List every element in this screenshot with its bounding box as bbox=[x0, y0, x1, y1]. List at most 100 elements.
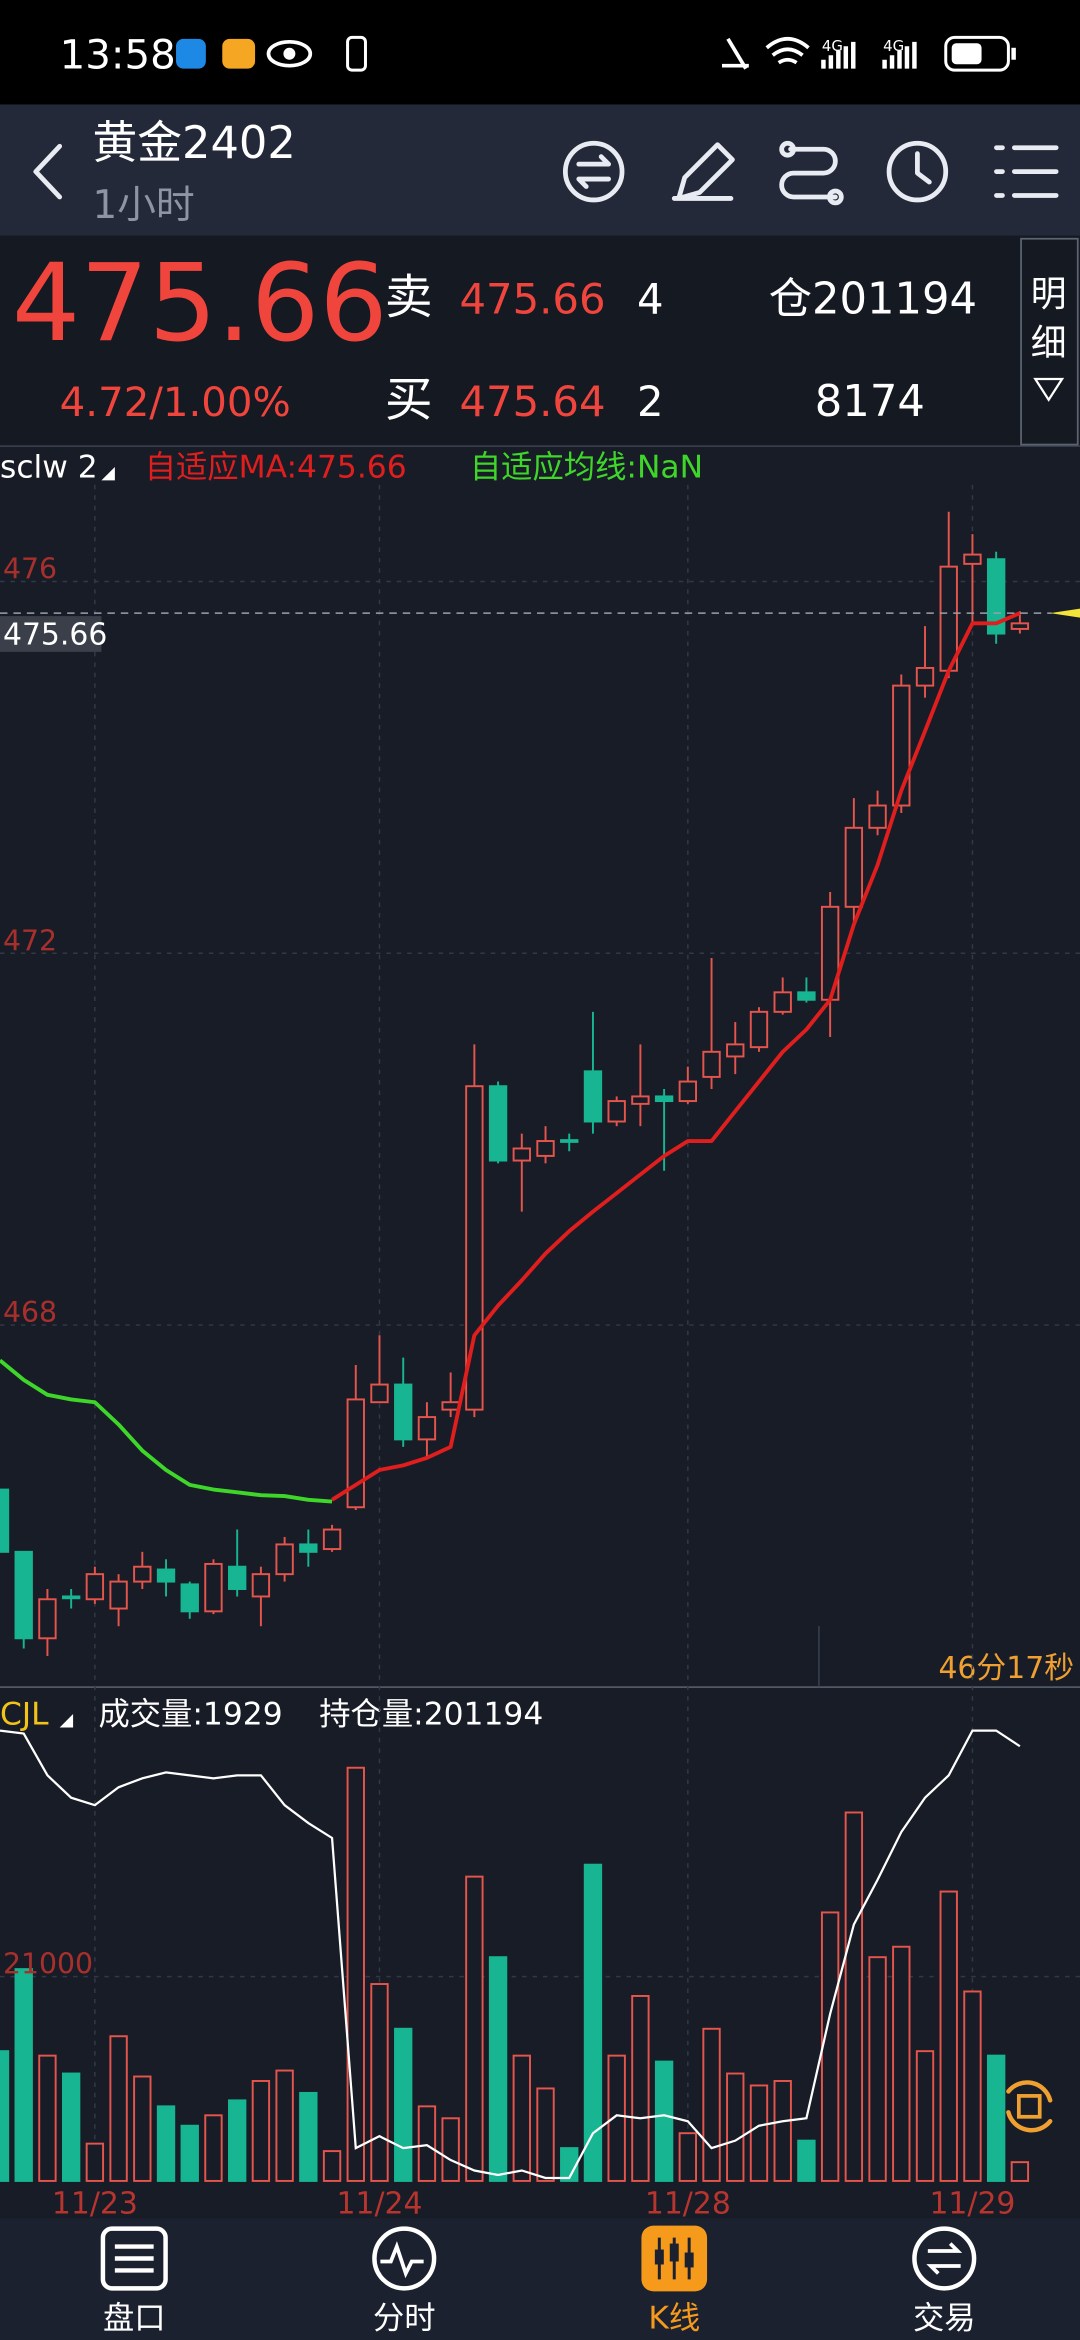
candle-body bbox=[370, 1383, 389, 1404]
back-button[interactable] bbox=[33, 143, 63, 200]
volume-bar bbox=[38, 2054, 57, 2182]
y-tick-label: 476 bbox=[3, 553, 57, 586]
candle-body bbox=[868, 804, 887, 829]
volume-bar bbox=[441, 2117, 460, 2182]
candle-body bbox=[583, 1070, 603, 1123]
candle-body bbox=[1010, 622, 1030, 630]
detail-button[interactable]: 明 细 bbox=[1020, 237, 1079, 446]
current-price-marker bbox=[1050, 608, 1080, 618]
candle-body bbox=[133, 1565, 152, 1583]
volume-bar bbox=[133, 2075, 152, 2182]
volume-bar bbox=[394, 2027, 413, 2182]
volume-bar bbox=[109, 2035, 128, 2182]
volume-bar bbox=[204, 2114, 223, 2182]
dropdown-arrow[interactable] bbox=[101, 466, 115, 481]
nav-label[interactable]: 盘口 bbox=[103, 2301, 166, 2337]
candle-body bbox=[322, 1528, 342, 1551]
nav-label[interactable]: K线 bbox=[648, 2301, 700, 2337]
sell-price: 475.66 bbox=[459, 274, 605, 323]
candle-body bbox=[844, 826, 864, 908]
volume-bar bbox=[512, 2054, 531, 2182]
price-change: 4.72/1.00% bbox=[60, 380, 291, 426]
status-icons: 4G 4G bbox=[176, 35, 1016, 72]
candle-body bbox=[180, 1583, 199, 1613]
ma-line bbox=[331, 611, 1021, 1502]
volume-bar bbox=[868, 1956, 887, 2182]
volume-bar bbox=[0, 2050, 10, 2182]
candle-body bbox=[654, 1095, 674, 1103]
volume-bar bbox=[488, 1956, 508, 2182]
nav-icon[interactable] bbox=[641, 2225, 708, 2292]
volume-bar bbox=[939, 1890, 958, 2182]
volume-bar bbox=[417, 2105, 437, 2182]
line-icon[interactable] bbox=[779, 140, 844, 206]
candle-body bbox=[488, 1085, 508, 1162]
nav-icon[interactable] bbox=[372, 2226, 437, 2291]
volume-bar bbox=[370, 1983, 389, 2182]
bottom-nav bbox=[0, 2218, 1080, 2340]
indicator-name: CJL bbox=[0, 1696, 49, 1732]
current-price-tag bbox=[0, 616, 102, 652]
countdown: 46分17秒 bbox=[938, 1651, 1074, 1686]
nav-icon[interactable] bbox=[912, 2226, 977, 2291]
legend-entry: 自适应均线:NaN bbox=[470, 449, 703, 485]
volume-bar bbox=[844, 1811, 864, 2182]
volume-bar bbox=[61, 2072, 81, 2182]
x-tick-label: 11/24 bbox=[337, 2187, 423, 2222]
draw-icon[interactable] bbox=[671, 142, 735, 201]
switch-icon[interactable] bbox=[562, 140, 625, 203]
rotate-button[interactable] bbox=[1006, 2080, 1053, 2133]
nav-label[interactable]: 分时 bbox=[373, 2301, 436, 2337]
chart-area bbox=[0, 446, 1080, 2219]
candle-body bbox=[749, 1010, 769, 1049]
candle-body bbox=[299, 1543, 318, 1553]
candle-body bbox=[536, 1140, 555, 1157]
indicator-name: sclw 2 bbox=[0, 449, 98, 485]
candle-body bbox=[251, 1573, 271, 1598]
volume-bar bbox=[536, 2087, 555, 2182]
open-interest: 仓201194 bbox=[769, 274, 977, 324]
svg-text:4G: 4G bbox=[822, 37, 843, 55]
open-interest-line bbox=[0, 1729, 1021, 2180]
candle-body bbox=[441, 1401, 460, 1411]
quote-panel bbox=[0, 235, 1080, 447]
candle-body bbox=[275, 1543, 294, 1576]
last-price: 475.66 bbox=[12, 241, 388, 366]
volume-bar bbox=[820, 1911, 840, 2182]
candle-body bbox=[607, 1100, 626, 1123]
volume-bar bbox=[275, 2069, 294, 2182]
nav-label[interactable]: 交易 bbox=[913, 2301, 976, 2337]
candle-body bbox=[204, 1562, 223, 1613]
candle-body bbox=[560, 1139, 579, 1143]
menu-icon[interactable] bbox=[994, 145, 1059, 198]
y-tick-label: 468 bbox=[3, 1296, 57, 1329]
clock: 13:58 bbox=[60, 33, 176, 79]
x-tick-label: 11/23 bbox=[52, 2187, 138, 2222]
volume-bar bbox=[465, 1875, 484, 2182]
volume-bar bbox=[915, 2050, 935, 2182]
volume-bar bbox=[346, 1766, 365, 2182]
y-tick-label: 21000 bbox=[3, 1948, 93, 1981]
contract-title: 黄金2402 bbox=[92, 116, 295, 169]
candle-body bbox=[702, 1050, 721, 1078]
clock-icon[interactable] bbox=[886, 140, 949, 203]
candle-body bbox=[38, 1598, 57, 1640]
volume-bar bbox=[654, 2060, 674, 2182]
nav-icon[interactable] bbox=[100, 2226, 168, 2291]
candle-body bbox=[797, 991, 816, 1001]
current-price-label: 475.66 bbox=[3, 617, 107, 652]
marks bbox=[0, 511, 1080, 2182]
volume-bar bbox=[583, 1863, 603, 2182]
volume-bar bbox=[607, 2054, 626, 2182]
volume-bar bbox=[180, 2124, 199, 2182]
volume-bar bbox=[702, 2027, 721, 2182]
volume-bar bbox=[228, 2099, 247, 2182]
volume-bar bbox=[678, 2132, 698, 2182]
volume: 8174 bbox=[815, 377, 925, 427]
volume-bar bbox=[14, 1968, 33, 2182]
volume-bar bbox=[749, 2084, 769, 2182]
candle-body bbox=[14, 1550, 33, 1640]
candle-body bbox=[915, 666, 935, 687]
